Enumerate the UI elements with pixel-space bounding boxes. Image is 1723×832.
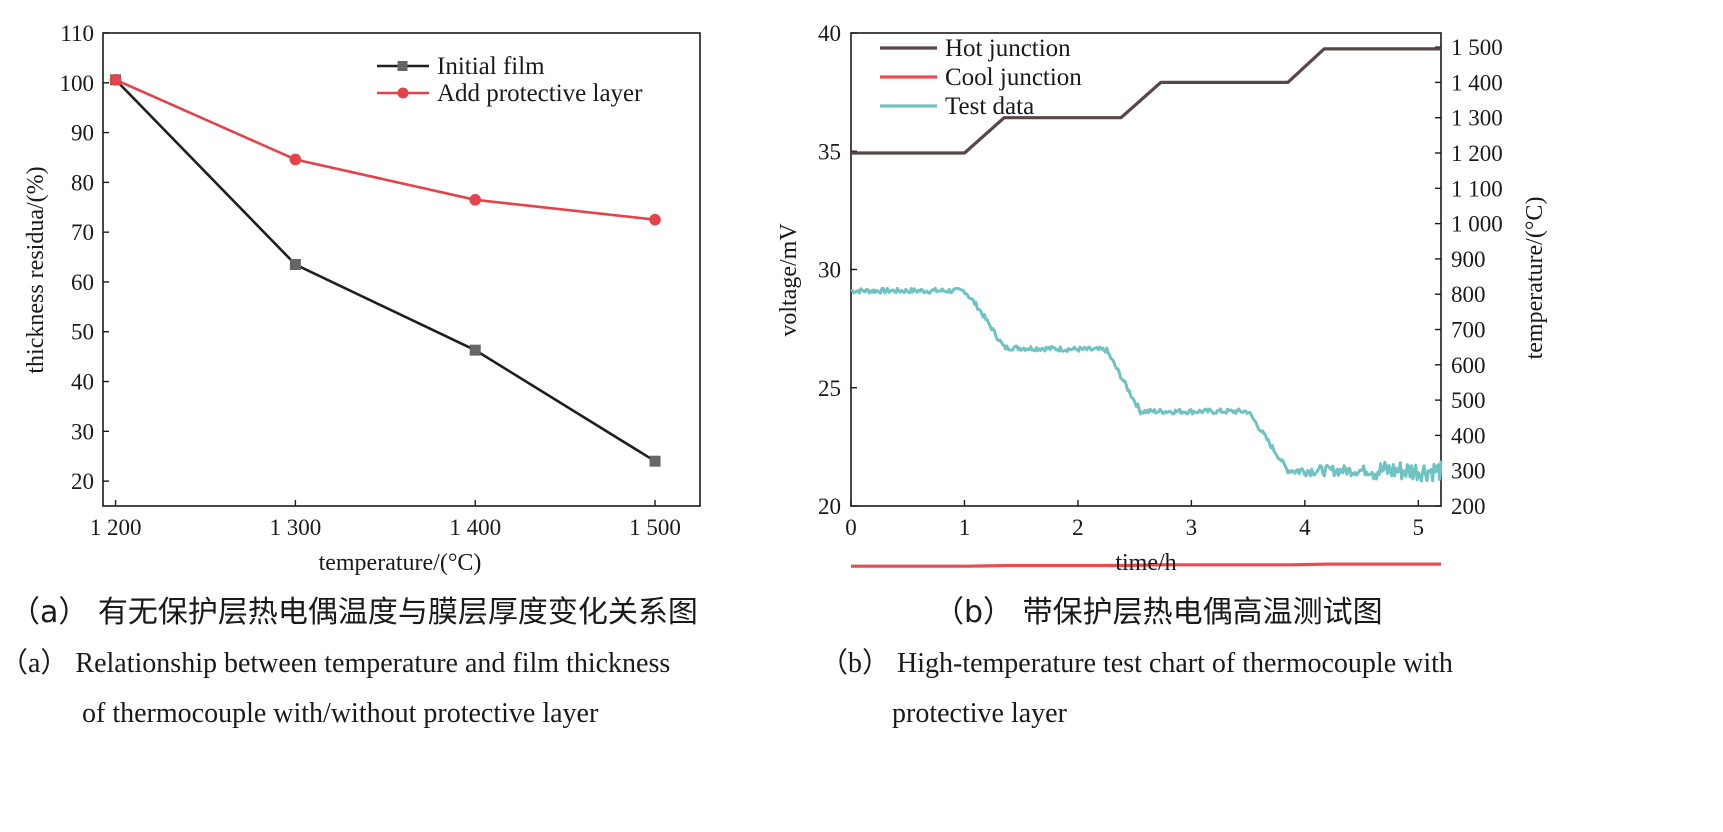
chart-a-data-point <box>649 455 661 467</box>
chart-b-right-y-tick-label: 900 <box>1451 247 1486 272</box>
chart-a-y-tick-label: 90 <box>71 121 94 146</box>
chart-b-series-line-1 <box>851 47 1441 155</box>
chart-b-x-tick-label: 5 <box>1413 515 1425 540</box>
chart-b-left-y-tick-label: 30 <box>818 258 841 283</box>
chart-a-series-line-1 <box>114 78 656 463</box>
chart-b-left-y-tick-label: 20 <box>818 494 841 519</box>
chart-b-right-y-tick-label: 1 400 <box>1451 70 1503 95</box>
chart-a-y-tick-label: 70 <box>71 220 94 245</box>
chart-b-left-y-tick-label: 35 <box>818 139 841 164</box>
chart-b-legend-label: Test data <box>945 93 1034 120</box>
chart-b-right-y-tick-label: 800 <box>1451 282 1486 307</box>
chart-a-series <box>109 74 661 467</box>
chart-a-caption-cn: （a） 有无保护层热电偶温度与膜层厚度变化关系图 <box>10 595 698 630</box>
chart-b-right-y-tick-label: 400 <box>1451 423 1486 448</box>
chart-b-left-y-ticks: 20 25 30 35 40 <box>818 21 857 519</box>
chart-b-caption-cn: （b） 带保护层热电偶高温测试图 <box>934 595 1383 630</box>
chart-a-y-ticks: 20 30 40 50 60 70 80 90 100 110 <box>60 21 109 494</box>
chart-a-x-tick-label: 1 400 <box>449 515 501 540</box>
chart-b-caption-en-line1: （b） High-temperature test chart of therm… <box>820 647 1453 679</box>
chart-b-series <box>850 47 1443 568</box>
chart-a-y-tick-label: 110 <box>60 21 94 46</box>
chart-b-right-y-axis-label: temperature/(°C) <box>1522 197 1548 360</box>
chart-b-right-y-tick-label: 300 <box>1451 459 1486 484</box>
chart-a-x-tick-label: 1 300 <box>270 515 322 540</box>
chart-a-x-tick-label: 1 200 <box>90 515 142 540</box>
chart-a-legend-label: Initial film <box>437 53 545 80</box>
chart-b-right-y-tick-label: 200 <box>1451 494 1486 519</box>
chart-b-left-y-tick-label: 40 <box>818 21 841 46</box>
chart-a-caption-en-line1: （a） Relationship between temperature and… <box>0 647 670 679</box>
chart-b-legend-label: Cool junction <box>945 64 1082 91</box>
chart-a-legend-marker <box>397 61 408 71</box>
chart-b-x-ticks: 0 1 2 3 4 5 <box>845 500 1424 540</box>
chart-a-x-ticks: 1 200 1 300 1 400 1 500 <box>90 500 681 540</box>
chart-b-right-y-ticks: 200 300 400 500 600 700 800 900 1 000 1 100 1 200 1… <box>1435 35 1503 519</box>
chart-a-y-tick-label: 80 <box>71 170 94 195</box>
chart-a-y-tick-label: 50 <box>71 320 94 345</box>
chart-a-y-tick-label: 20 <box>71 469 94 494</box>
chart-a-plot-frame <box>102 32 701 507</box>
chart-b-right-y-tick-label: 600 <box>1451 353 1486 378</box>
chart-b-x-tick-label: 1 <box>959 515 971 540</box>
chart-a-y-axis-label: thickness residua/(%) <box>23 166 49 373</box>
chart-b-x-tick-label: 2 <box>1072 515 1084 540</box>
chart-b-plot-frame <box>850 32 1442 507</box>
chart-b-x-tick-label: 4 <box>1299 515 1311 540</box>
chart-b-right-y-tick-label: 700 <box>1451 318 1486 343</box>
chart-a-data-point <box>469 344 481 356</box>
chart-a-y-tick-label: 30 <box>71 419 94 444</box>
chart-b-x-tick-label: 3 <box>1186 515 1198 540</box>
chart-b-right-y-tick-label: 1 000 <box>1451 212 1503 237</box>
chart-a-data-point <box>289 259 301 271</box>
chart-b-x-tick-label: 0 <box>845 515 857 540</box>
chart-b-x-axis-label: time/h <box>1115 550 1176 576</box>
chart-a-data-point <box>289 153 302 166</box>
chart-b-left-y-tick-label: 25 <box>818 376 841 401</box>
chart-b-legend-label: Hot junction <box>945 35 1071 62</box>
chart-b-right-y-tick-label: 1 500 <box>1451 35 1503 60</box>
chart-a-y-tick-label: 60 <box>71 270 94 295</box>
chart-b-series-line-2 <box>851 562 1441 568</box>
chart-b-right-y-tick-label: 1 300 <box>1451 106 1503 131</box>
chart-b-caption-en-line2: protective layer <box>892 698 1068 729</box>
chart-b-right-y-tick-label: 1 100 <box>1451 176 1503 201</box>
chart-a-y-tick-label: 100 <box>60 71 95 96</box>
chart-a-legend-marker <box>397 87 409 99</box>
chart-a-y-tick-label: 40 <box>71 370 94 395</box>
chart-a-legend-label: Add protective layer <box>437 80 643 107</box>
chart-b-series-line-3 <box>850 286 1443 483</box>
chart-b-right-y-tick-label: 1 200 <box>1451 141 1503 166</box>
chart-b-right-y-tick-label: 500 <box>1451 388 1486 413</box>
chart-a-series-line-2 <box>115 78 656 222</box>
chart-a-caption-en-line2: of thermocouple with/without protective … <box>82 698 599 729</box>
chart-a-data-point <box>109 74 122 86</box>
chart-a-x-axis-label: temperature/(°C) <box>319 550 482 576</box>
chart-b-left-y-axis-label: voltage/mV <box>776 223 802 337</box>
chart-a-data-point <box>649 213 661 226</box>
chart-a-x-tick-label: 1 500 <box>629 515 681 540</box>
chart-a-data-point <box>469 193 482 206</box>
